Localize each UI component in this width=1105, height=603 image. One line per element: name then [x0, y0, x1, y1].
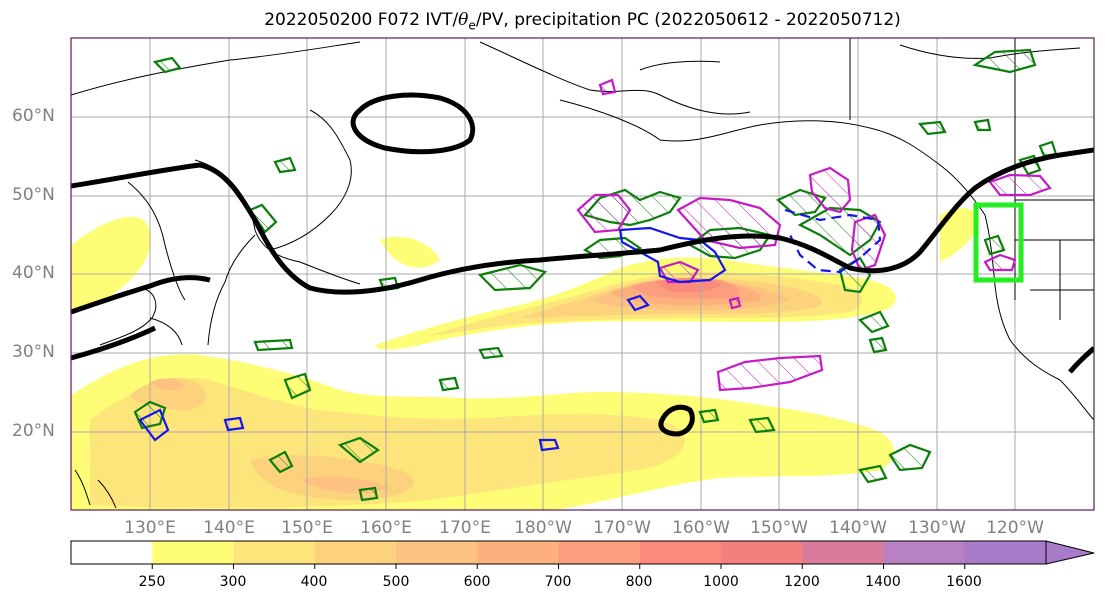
- colorbar-segment: [964, 541, 1047, 564]
- colorbar-tick-label: 800: [625, 574, 653, 590]
- lat-label-60n: 60°N: [12, 106, 55, 126]
- colorbar-segment: [477, 541, 559, 564]
- colorbar-segment: [71, 541, 153, 564]
- colorbar-segment: [802, 541, 884, 564]
- lon-label-170w: 170°W: [593, 518, 651, 538]
- colorbar-segment: [152, 541, 234, 564]
- lon-label-160w: 160°W: [672, 518, 730, 538]
- ivt-shading: [71, 208, 980, 510]
- colorbar-tick-label: 1400: [865, 574, 901, 590]
- colorbar-segment: [721, 541, 803, 564]
- lon-label-150w: 150°W: [750, 518, 808, 538]
- colorbar-tick-label: 250: [138, 574, 166, 590]
- lon-label-160e: 160°E: [360, 518, 412, 538]
- colorbar-extend-arrow: [1046, 541, 1094, 564]
- lat-label-50n: 50°N: [12, 185, 55, 205]
- lon-label-130e: 130°E: [124, 518, 176, 538]
- colorbar-segment: [233, 541, 316, 564]
- precip-magenta-contours: [576, 78, 1052, 392]
- target-region-box: [973, 202, 1024, 283]
- map-title: 2022050200 F072 IVT/θe/PV, precipitation…: [264, 10, 901, 33]
- colorbar-segment: [396, 541, 478, 564]
- colorbar-tick-label: 500: [382, 574, 410, 590]
- lon-label-180w: 180°W: [514, 518, 572, 538]
- colorbar-segment: [314, 541, 397, 564]
- coastlines: [71, 38, 1094, 509]
- lon-label-150e: 150°E: [281, 518, 333, 538]
- lon-label-120w: 120°W: [986, 518, 1044, 538]
- lon-label-140e: 140°E: [203, 518, 255, 538]
- colorbar-tick-label: 700: [544, 574, 572, 590]
- colorbar: [70, 540, 1095, 569]
- colorbar-tick-label: 1200: [784, 574, 820, 590]
- colorbar-tick-label: 1000: [703, 574, 739, 590]
- lat-label-20n: 20°N: [12, 421, 55, 441]
- colorbar-tick-label: 600: [463, 574, 491, 590]
- colorbar-tick-label: 1600: [946, 574, 982, 590]
- colorbar-segment: [639, 541, 722, 564]
- lon-label-140w: 140°W: [829, 518, 887, 538]
- lat-label-30n: 30°N: [12, 342, 55, 362]
- colorbar-segment: [883, 541, 966, 564]
- colorbar-segment: [558, 541, 641, 564]
- colorbar-tick-label: 400: [300, 574, 328, 590]
- pv-contours: [133, 48, 1058, 502]
- lat-label-40n: 40°N: [12, 263, 55, 283]
- map-frame: [70, 37, 1095, 511]
- jet-contours: [71, 92, 1094, 437]
- lon-label-130w: 130°W: [908, 518, 966, 538]
- colorbar-tick-label: 300: [219, 574, 247, 590]
- lon-label-170e: 170°E: [439, 518, 491, 538]
